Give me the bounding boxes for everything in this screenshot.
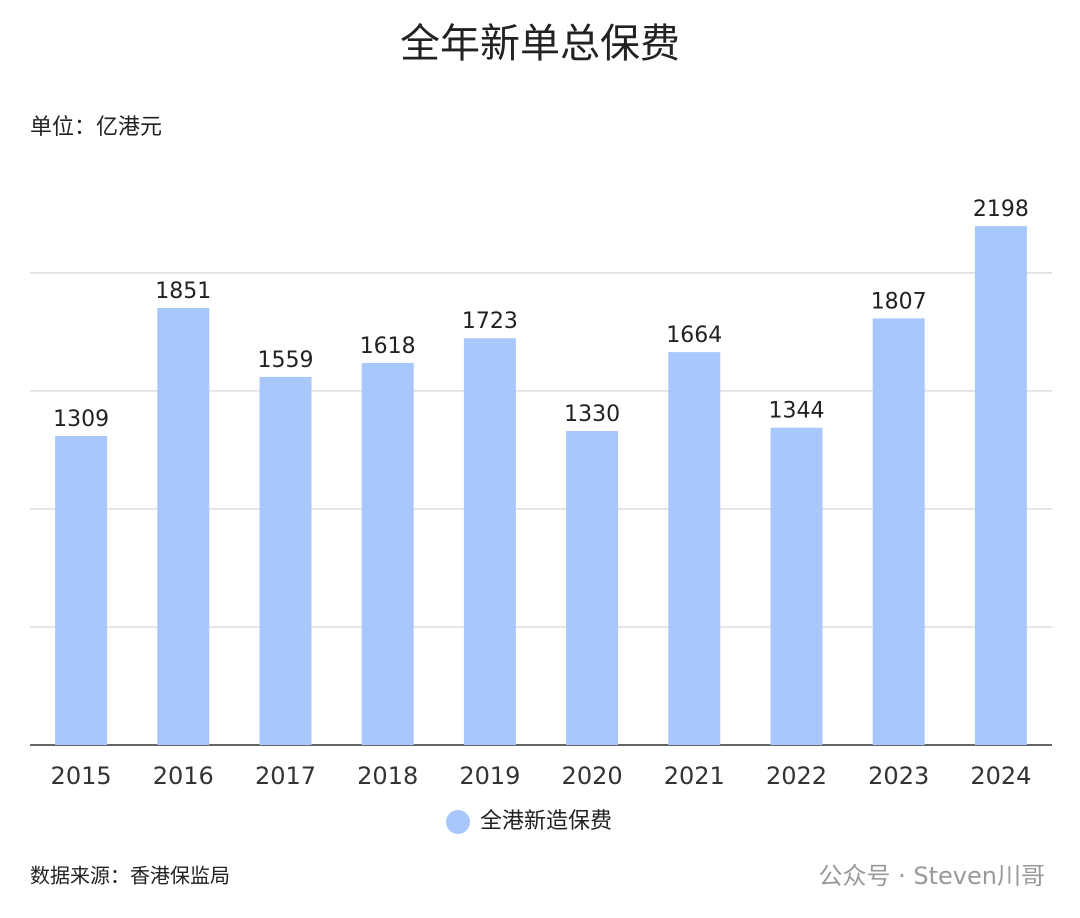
value-label: 1664 bbox=[666, 323, 722, 348]
legend-marker bbox=[446, 810, 470, 834]
x-tick-label: 2022 bbox=[766, 762, 827, 790]
x-tick-label: 2015 bbox=[51, 762, 112, 790]
value-label: 1851 bbox=[155, 279, 211, 304]
bar bbox=[157, 307, 210, 745]
x-tick-label: 2019 bbox=[459, 762, 520, 790]
bar bbox=[566, 430, 619, 745]
bar bbox=[668, 352, 721, 745]
value-label: 1807 bbox=[871, 289, 927, 314]
value-label: 1330 bbox=[564, 402, 620, 427]
x-tick-label: 2024 bbox=[970, 762, 1031, 790]
watermark: 公众号 · Steven川哥 bbox=[819, 862, 1045, 890]
value-label: 1344 bbox=[769, 399, 825, 424]
bar bbox=[770, 427, 823, 745]
bar bbox=[463, 338, 516, 745]
x-tick-label: 2021 bbox=[664, 762, 725, 790]
bar bbox=[872, 318, 925, 745]
chart-title: 全年新单总保费 bbox=[400, 21, 680, 67]
x-tick-label: 2023 bbox=[868, 762, 929, 790]
bar bbox=[361, 363, 414, 745]
value-label: 1309 bbox=[53, 407, 109, 432]
value-label: 1559 bbox=[258, 348, 314, 373]
bar bbox=[974, 226, 1027, 745]
bar bbox=[55, 435, 108, 745]
bar bbox=[259, 376, 312, 745]
unit-label: 单位：亿港元 bbox=[30, 115, 162, 140]
legend-label: 全港新造保费 bbox=[480, 809, 612, 834]
x-tick-label: 2017 bbox=[255, 762, 316, 790]
x-tick-label: 2016 bbox=[153, 762, 214, 790]
source: 数据来源：香港保监局 bbox=[30, 864, 230, 888]
value-label: 1723 bbox=[462, 309, 518, 334]
x-tick-label: 2020 bbox=[562, 762, 623, 790]
x-tick-label: 2018 bbox=[357, 762, 418, 790]
value-label: 2198 bbox=[973, 197, 1029, 222]
value-label: 1618 bbox=[360, 334, 416, 359]
